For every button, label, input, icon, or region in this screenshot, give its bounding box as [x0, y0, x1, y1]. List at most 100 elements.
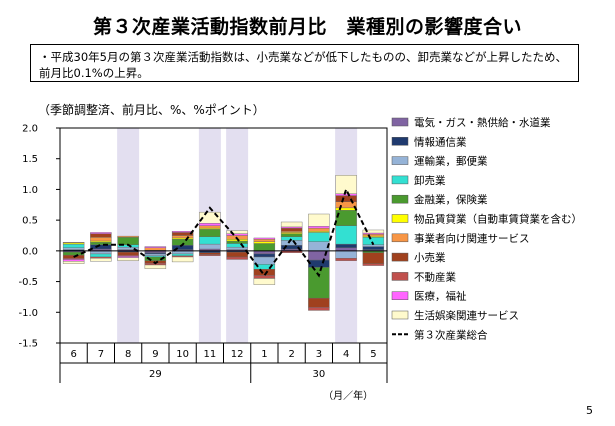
bar-segment [226, 256, 248, 260]
bar-segment [308, 227, 330, 232]
x-tick-label: 8 [125, 349, 131, 360]
bar-segment [90, 237, 112, 242]
bar-segment [280, 221, 303, 228]
bar-segment [62, 261, 85, 264]
bar-segment [171, 232, 194, 236]
x-tick-label: 11 [204, 349, 217, 360]
bar-segment [280, 240, 303, 246]
bar-segment [308, 307, 330, 311]
bar-segment [308, 267, 330, 299]
legend-label: 物品賃貸業（自動車賃貸業を含む） [414, 213, 582, 226]
legend-swatch [391, 137, 409, 146]
bar-segment [308, 213, 330, 227]
bar-segment [335, 258, 357, 261]
bar-segment [90, 242, 112, 245]
bar-segment [226, 243, 248, 248]
bar-segment [362, 246, 385, 250]
shaded-band [117, 128, 140, 343]
y-tick-label: -1.0 [18, 308, 38, 319]
unit-note: （季節調整済、前月比、%、%ポイント） [38, 103, 265, 117]
bar-segment [335, 195, 357, 202]
legend-label: 運輸業，郵便業 [414, 155, 488, 168]
legend-label: 卸売業 [414, 174, 446, 187]
bar-segment [144, 247, 167, 251]
bar-segment [199, 243, 221, 250]
bar-segment [335, 225, 357, 245]
bar-segment [253, 243, 276, 252]
bar-segment [199, 236, 221, 245]
bar-segment [90, 233, 112, 238]
page-number: 5 [586, 404, 593, 417]
bar-segment [199, 211, 221, 224]
bar-segment [253, 241, 276, 244]
bar-segment [226, 251, 248, 258]
bar-segment [171, 256, 194, 263]
bar-segment [308, 259, 330, 268]
x-tick-label: 5 [370, 349, 376, 360]
legend-swatch [391, 310, 409, 320]
legend-label: 不動産業 [414, 270, 456, 283]
x-tick-label: 12 [231, 349, 244, 360]
bar-segment [335, 210, 357, 226]
bar-segment [335, 250, 357, 259]
legend-swatch [391, 156, 409, 165]
legend-swatch [391, 272, 409, 281]
bar-segment [62, 243, 85, 248]
legend-swatch [391, 117, 409, 127]
bar-segment [308, 232, 330, 242]
legend-label: 小売業 [414, 251, 446, 264]
legend-label: 金融業，保険業 [414, 193, 488, 206]
bar-segment [62, 259, 85, 262]
summary-box: ・平成30年5月の第３次産業活動指数は、小売業などが低下したものの、卸売業などが… [30, 44, 579, 82]
y-tick-label: 0.0 [22, 246, 38, 257]
bar-segment [253, 238, 276, 242]
y-tick-label: 1.5 [22, 154, 38, 165]
bar-segment [144, 253, 167, 256]
y-tick-label: 0.5 [22, 216, 38, 227]
x-tick-label: 3 [316, 349, 322, 360]
legend-swatch [391, 194, 409, 204]
bar-segment [117, 257, 139, 261]
legend-swatch [391, 233, 409, 243]
bar-segment [226, 240, 248, 244]
legend-swatch [391, 252, 409, 262]
legend-swatch [391, 291, 409, 300]
bar-segment [253, 275, 276, 279]
bar-segment [308, 226, 330, 229]
bar-segment [117, 237, 139, 245]
bar-segment [144, 246, 167, 248]
bar-segment [199, 223, 221, 226]
bar-segment [362, 244, 385, 247]
total-line [73, 186, 375, 278]
bar-segment [253, 256, 276, 265]
legend-swatch [391, 175, 409, 185]
bar-segment [308, 297, 330, 308]
summary-text: ・平成30年5月の第３次産業活動指数は、小売業などが低下したものの、卸売業などが… [39, 50, 567, 80]
bar-segment [171, 253, 194, 256]
legend-label: 事業者向け関連サービス [414, 232, 530, 245]
year-label: 30 [313, 369, 326, 380]
bar-segment [199, 225, 221, 229]
x-axis-label: （月／年） [323, 389, 373, 402]
bar-segment [117, 251, 139, 256]
bar-segment [199, 254, 221, 256]
x-tick-label: 4 [343, 349, 349, 360]
y-tick-label: -1.5 [18, 339, 38, 350]
bar-segment [362, 234, 385, 237]
bar-segment [226, 230, 248, 234]
y-tick-label: 1.0 [22, 185, 38, 196]
bar-segment [62, 242, 85, 244]
bar-segment [226, 233, 248, 236]
bar-segment [171, 235, 194, 239]
bar-segment [199, 252, 221, 255]
legend-label: 医療，福祉 [414, 290, 467, 303]
bar-segment [335, 243, 357, 248]
bar-segment [62, 247, 85, 250]
year-label: 29 [149, 369, 162, 380]
page-title: 第３次産業活動指数前月比 業種別の影響度合い [92, 16, 522, 38]
bar-segment [90, 253, 112, 258]
bar-segment [335, 207, 357, 211]
x-tick-label: 9 [152, 349, 158, 360]
bar-segment [362, 229, 385, 234]
